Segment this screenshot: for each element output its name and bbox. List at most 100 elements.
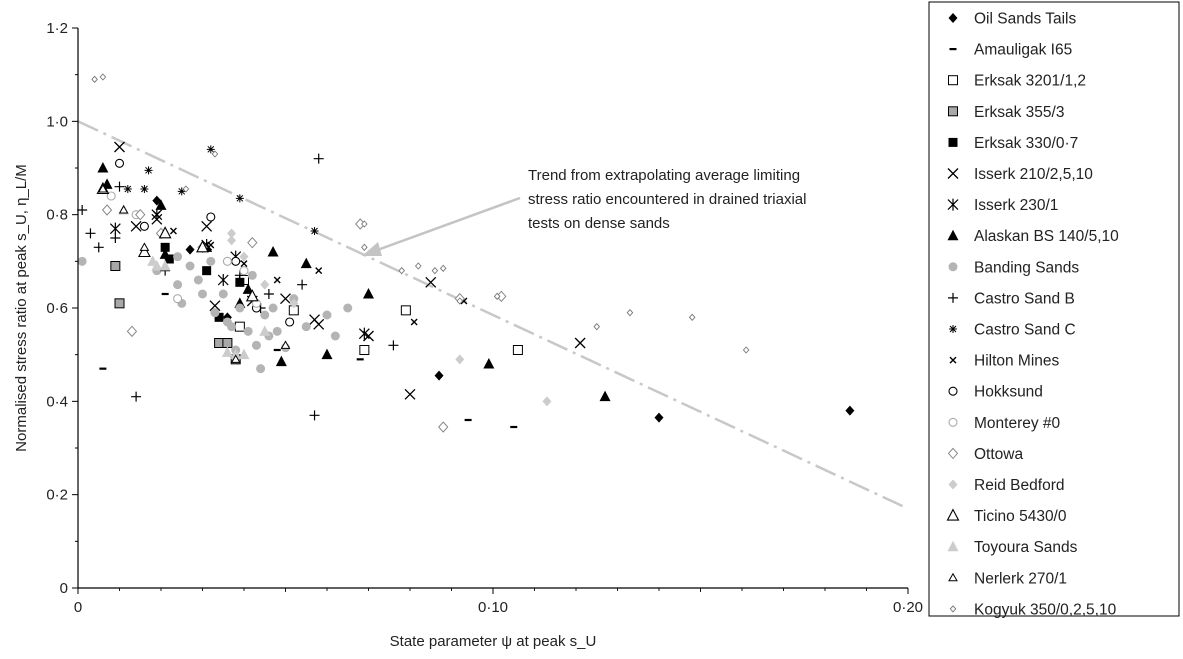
data-point	[182, 185, 190, 193]
data-point	[101, 204, 113, 216]
series-15	[227, 228, 552, 407]
data-point	[300, 257, 312, 269]
legend-marker	[948, 137, 958, 147]
data-point	[313, 318, 325, 330]
x-tick-label: 0	[74, 599, 82, 616]
data-point	[206, 256, 216, 266]
data-point	[231, 256, 241, 266]
legend-label: Ottowa	[974, 446, 1023, 463]
data-point	[110, 261, 121, 271]
legend-marker	[949, 356, 957, 364]
legend-label: Hokksund	[974, 384, 1043, 401]
legend-marker	[949, 325, 957, 333]
data-point	[109, 222, 121, 235]
data-point	[654, 412, 664, 423]
y-tick-label: 0·4	[46, 393, 68, 410]
data-point	[139, 221, 149, 231]
legend-marker	[948, 386, 958, 396]
legend-marker	[947, 447, 959, 460]
data-point	[234, 321, 245, 332]
data-point	[247, 270, 257, 280]
data-point	[688, 313, 696, 322]
data-point	[93, 242, 104, 253]
series-1	[99, 292, 518, 429]
legend-label: Nerlerk 270/1	[974, 570, 1067, 587]
data-point	[297, 279, 308, 290]
annotation-line: tests on dense sands	[528, 215, 670, 232]
data-point	[363, 288, 374, 299]
legend-label: Erksak 355/3	[974, 104, 1064, 121]
data-point	[159, 248, 171, 259]
data-point	[260, 279, 270, 290]
y-tick-label: 0·8	[46, 207, 68, 224]
data-point	[77, 205, 88, 215]
data-point	[238, 348, 250, 360]
trend-line	[77, 120, 909, 510]
legend-label: Erksak 330/0·7	[974, 135, 1078, 152]
data-point	[135, 208, 146, 221]
legend-label: Hilton Mines	[974, 353, 1060, 370]
legend-label: Ticino 5430/0	[974, 508, 1067, 525]
data-point	[322, 310, 332, 320]
data-point	[285, 317, 295, 327]
data-point	[230, 354, 241, 363]
data-point	[245, 289, 259, 302]
data-point	[159, 260, 171, 271]
data-point	[268, 303, 278, 313]
data-point	[221, 346, 233, 357]
data-point	[361, 220, 368, 228]
data-point	[267, 246, 279, 257]
data-point	[315, 267, 323, 275]
legend-label: Alaskan BS 140/5,10	[974, 228, 1119, 245]
data-point	[275, 355, 287, 367]
data-point	[126, 325, 138, 338]
data-point	[173, 252, 183, 262]
data-point	[222, 256, 232, 266]
data-point	[110, 233, 121, 243]
legend-label: Kogyuk 350/0,2,5,10	[974, 601, 1117, 618]
data-point	[263, 289, 274, 299]
legend-label: Castro Sand B	[974, 290, 1075, 307]
legend: Oil Sands Tails Amauligak I65 Erksak 3201/…	[928, 1, 1180, 618]
y-axis-title: Normalised stress ratio at peak s_U, η_L…	[13, 164, 30, 452]
plot-area	[77, 73, 909, 510]
data-point	[114, 158, 125, 168]
x-tick-label: 0·20	[893, 599, 923, 616]
data-point	[185, 261, 195, 271]
legend-label: Oil Sands Tails	[974, 11, 1076, 28]
data-point	[164, 254, 174, 264]
data-point	[398, 266, 406, 275]
annotation-arrow-shaft	[371, 196, 521, 254]
data-point	[99, 73, 107, 81]
data-point	[845, 405, 855, 416]
data-point	[361, 243, 368, 252]
data-point	[483, 358, 495, 369]
legend-label: Reid Bedford	[974, 477, 1064, 494]
data-point	[98, 183, 108, 193]
data-point	[193, 275, 203, 285]
x-axis-title: State parameter ψ at peak s_U	[390, 633, 597, 650]
data-point	[217, 274, 229, 286]
data-point	[272, 326, 282, 336]
data-point	[251, 340, 261, 350]
data-point	[256, 364, 266, 374]
data-point	[169, 227, 177, 235]
data-point	[177, 187, 186, 196]
data-point	[160, 242, 170, 252]
data-point	[209, 300, 221, 312]
data-point	[431, 266, 439, 275]
data-point	[438, 421, 449, 433]
data-point	[144, 166, 153, 175]
legend-marker	[948, 75, 958, 86]
data-point	[207, 241, 215, 249]
legend-marker	[947, 168, 959, 179]
data-point	[173, 294, 183, 304]
data-point	[97, 162, 109, 173]
legend-label: Toyoura Sands	[974, 539, 1078, 556]
data-point	[247, 236, 258, 249]
data-point	[239, 251, 249, 262]
annotation-line: Trend from extrapolating average limitin…	[528, 167, 800, 184]
data-point	[114, 181, 125, 192]
series-19	[91, 73, 750, 354]
data-point	[235, 277, 245, 287]
